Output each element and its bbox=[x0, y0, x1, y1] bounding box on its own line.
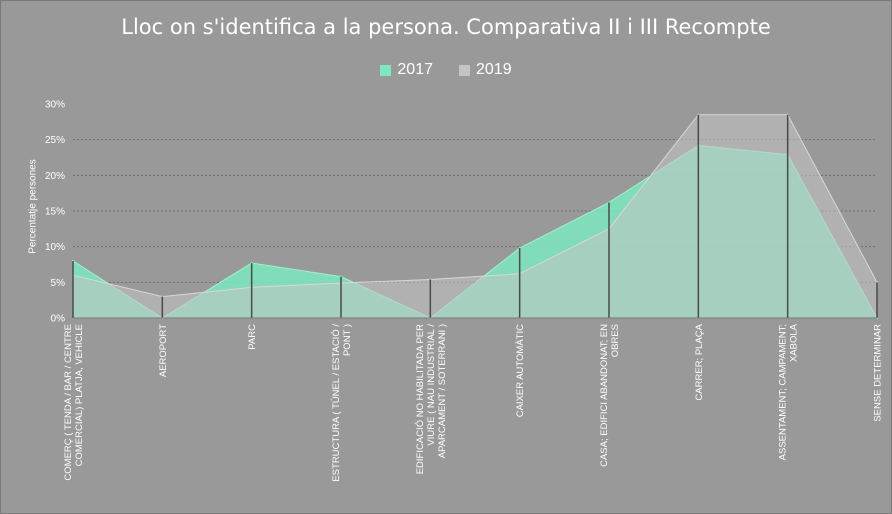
x-category-label: CASA; EDIFICI ABANDONAT; ENOBRES bbox=[599, 324, 621, 467]
x-category-label: CAIXER AUTOMÀTIC bbox=[515, 324, 526, 417]
legend-label-2019: 2019 bbox=[476, 61, 512, 78]
legend: 2017 2019 bbox=[1, 61, 891, 79]
chart-title: Lloc on s'identifica a la persona. Compa… bbox=[121, 15, 771, 39]
x-category-label: ESTRUCTURA ( TÚNEL / ESTACIÓ /PONT ) bbox=[331, 324, 353, 482]
y-tick-label: 5% bbox=[51, 278, 66, 289]
x-category-label: PARC bbox=[247, 324, 258, 350]
x-category-label: COMERÇ ( TENDA / BAR / CENTRECOMERCIAL) … bbox=[63, 324, 85, 481]
y-tick-label: 30% bbox=[45, 100, 65, 111]
legend-swatch-2017 bbox=[380, 64, 392, 76]
area-series-2019 bbox=[72, 114, 878, 319]
y-tick-label: 25% bbox=[45, 135, 65, 146]
y-tick-label: 20% bbox=[45, 171, 65, 182]
x-category-label: SENSE DETERMINAR bbox=[873, 324, 884, 422]
y-tick-label: 15% bbox=[45, 207, 65, 218]
y-tick-label: 10% bbox=[45, 242, 65, 253]
x-category-label: EDIFICACIÓ NO HABILITADA PERVIURE ( NAU … bbox=[415, 324, 448, 475]
legend-item-2019: 2019 bbox=[459, 61, 512, 79]
x-category-label: ASSENTAMENT; CAMPAMENT;XABOLA bbox=[778, 323, 800, 460]
x-category-label: AEROPORT bbox=[158, 324, 169, 377]
x-category-label: CARRER; PLAÇA bbox=[694, 323, 705, 400]
legend-swatch-2019 bbox=[459, 64, 470, 76]
legend-item-2017: 2017 bbox=[380, 61, 433, 79]
y-tick-label: 0% bbox=[51, 314, 66, 325]
legend-label-2017: 2017 bbox=[397, 61, 433, 78]
